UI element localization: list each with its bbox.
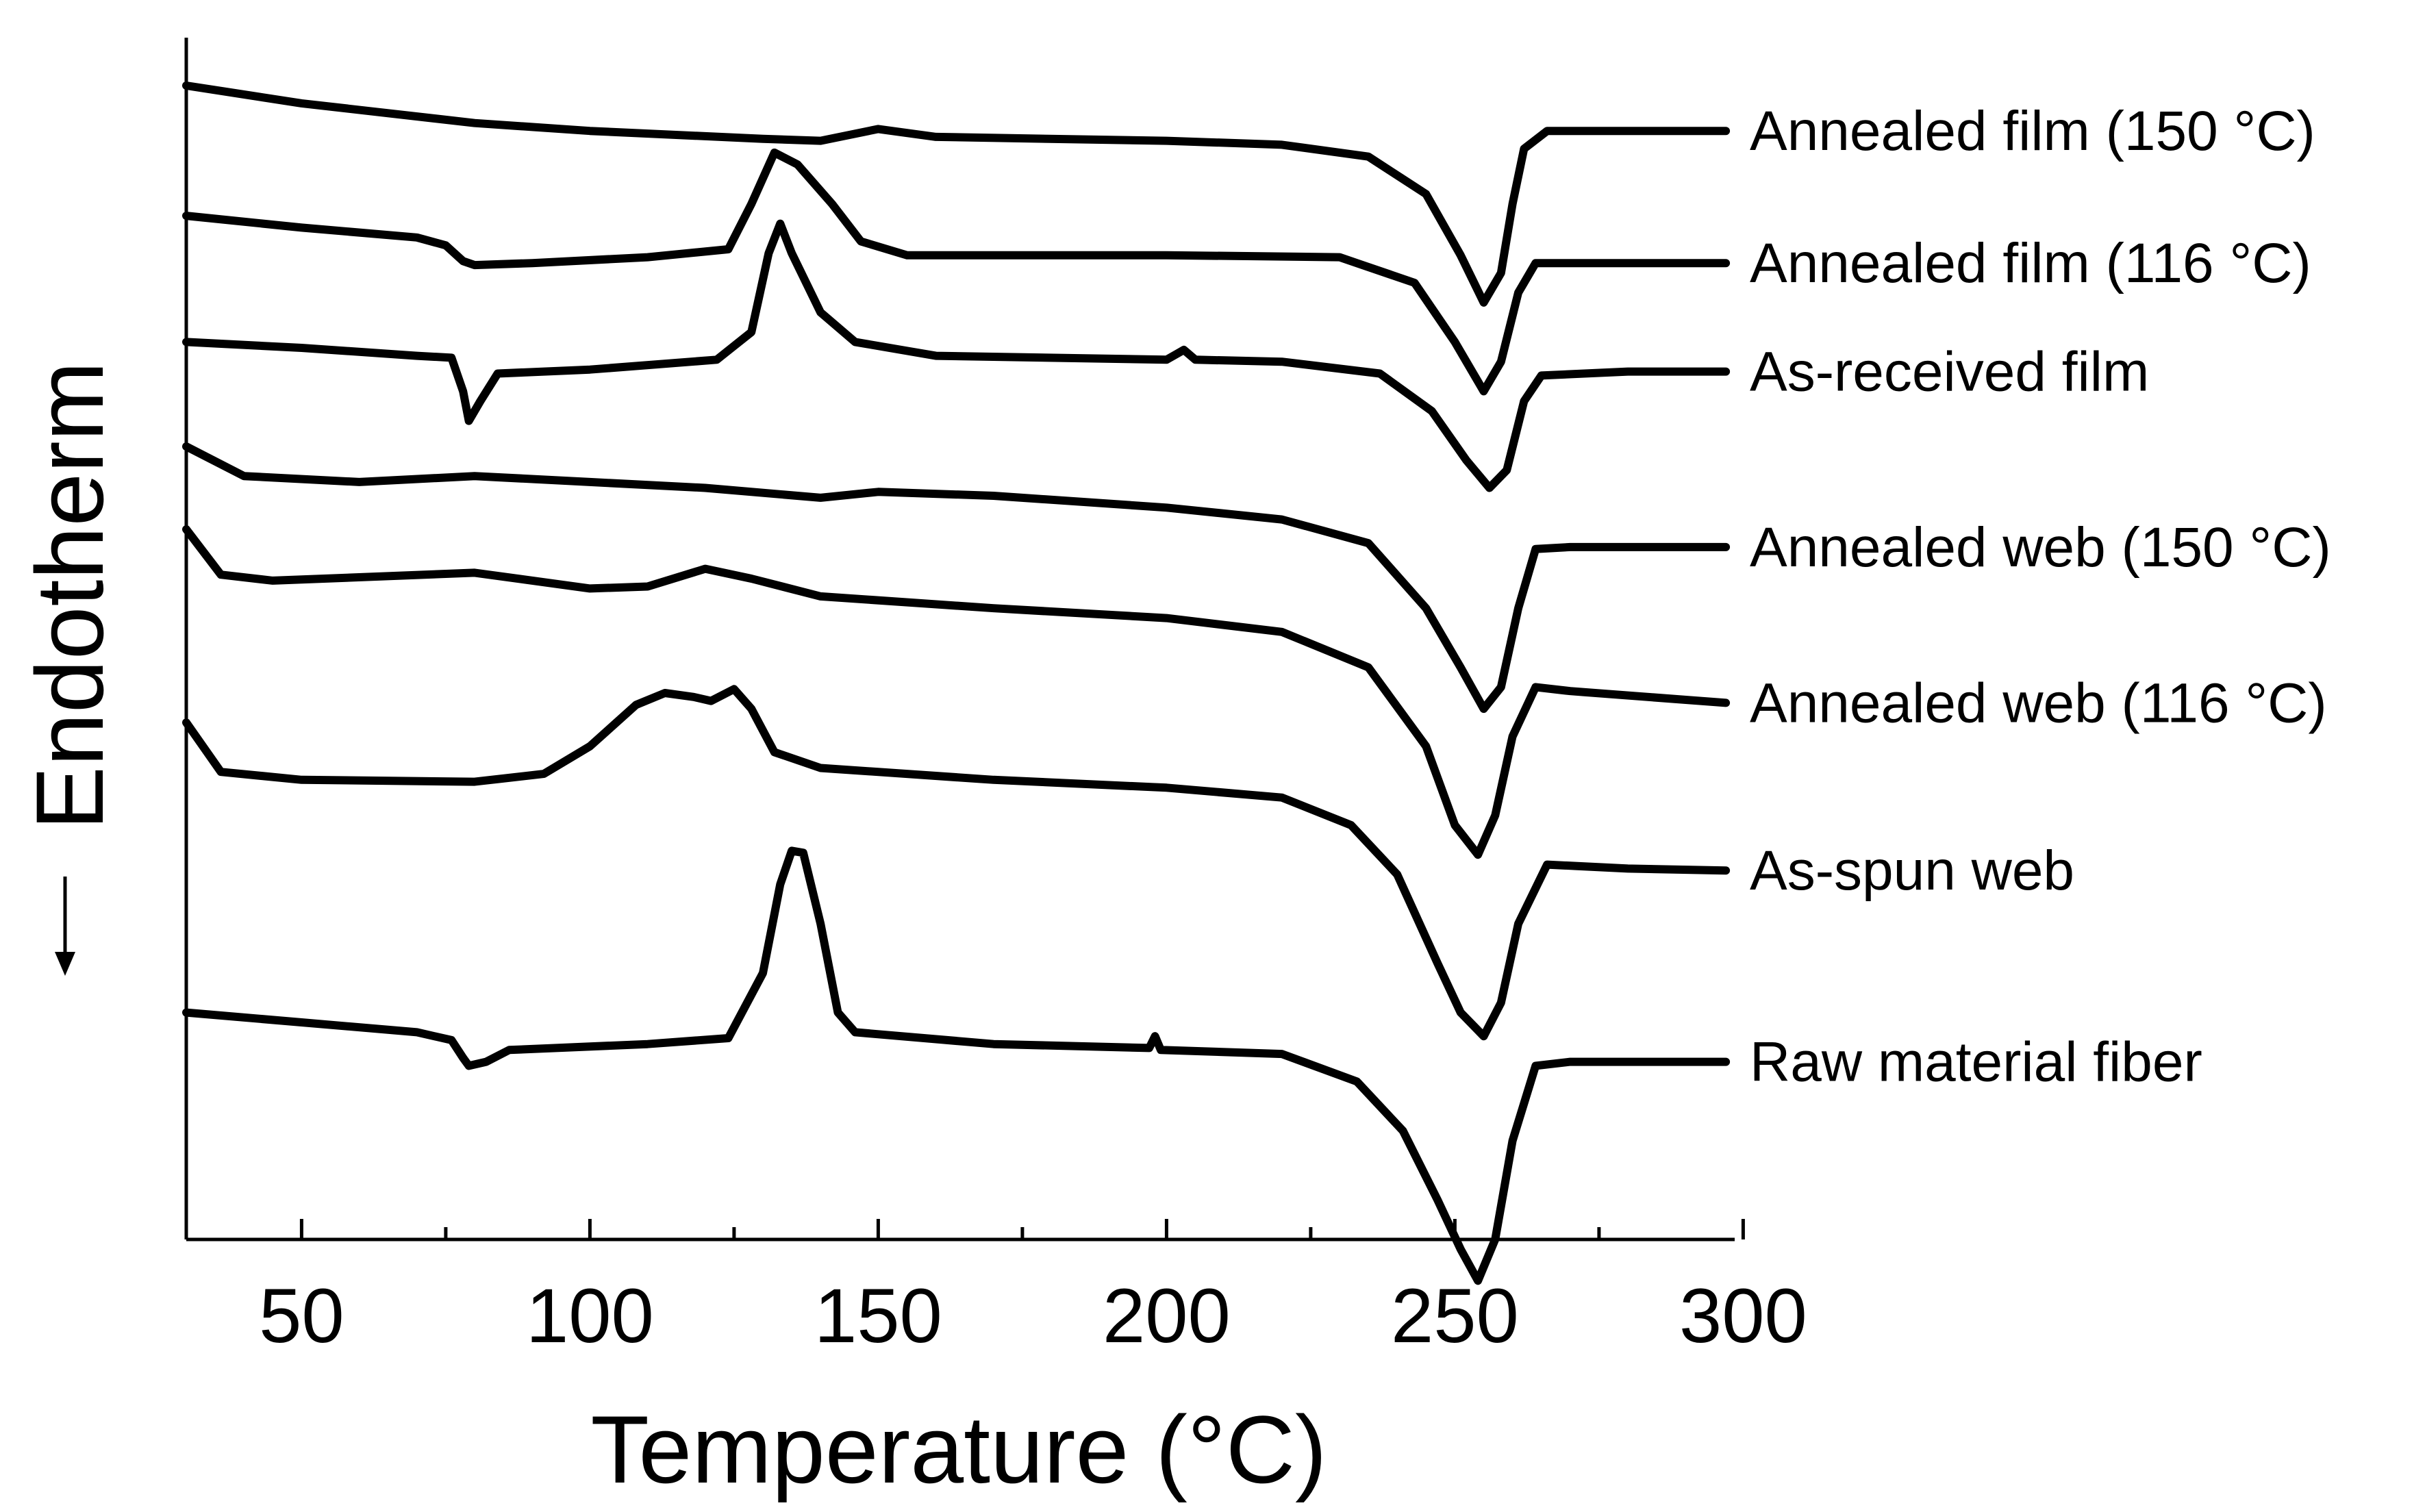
series-labels: Annealed film (150 °C) Annealed film (116…	[1750, 100, 2331, 1093]
curve-series-5	[182, 525, 1731, 859]
x-tick-label: 300	[1679, 1273, 1807, 1359]
x-tick-label: 250	[1391, 1273, 1519, 1359]
curve-series-7	[182, 846, 1731, 1285]
series-label-3: As-received film	[1750, 341, 2149, 403]
curve-series-2	[182, 148, 1731, 396]
x-ticks	[299, 1219, 1745, 1239]
series-label-2: Annealed film (116 °C)	[1750, 232, 2311, 294]
series-label-1: Annealed film (150 °C)	[1750, 100, 2315, 162]
series-label-6: As-spun web	[1750, 840, 2074, 902]
curve-series-6	[182, 685, 1731, 1041]
series-label-4: Annealed web (150 °C)	[1750, 516, 2331, 579]
y-axis-title: Endotherm	[16, 362, 123, 831]
curve-series-3	[182, 219, 1731, 492]
x-tick-label: 50	[259, 1273, 344, 1359]
y-axis-title-group: Endotherm	[16, 362, 123, 976]
series-label-5: Annealed web (116 °C)	[1750, 672, 2327, 734]
y-axis-down-arrow-icon	[55, 952, 75, 976]
curve-series-1	[182, 81, 1731, 307]
dsc-curves	[182, 81, 1731, 1285]
series-label-7: Raw material fiber	[1750, 1031, 2202, 1094]
x-tick-label: 150	[814, 1273, 942, 1359]
x-tick-label: 200	[1103, 1273, 1231, 1359]
x-tick-labels: 50 100 150 200 250 300	[259, 1273, 1807, 1359]
x-axis-title: Temperature (°C)	[590, 1396, 1327, 1503]
curve-series-4	[182, 442, 1731, 714]
axes	[184, 38, 1735, 1242]
x-tick-label: 100	[526, 1273, 654, 1359]
